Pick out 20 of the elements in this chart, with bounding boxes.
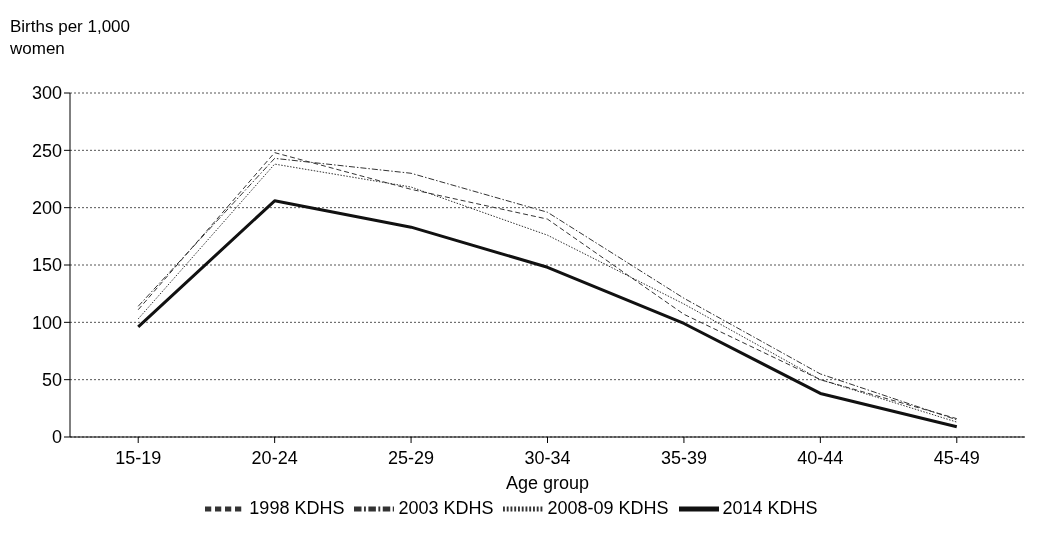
y-tick-label: 300 [31, 83, 62, 104]
y-tick-label: 200 [31, 198, 62, 219]
x-tick-label: 45-49 [933, 447, 980, 468]
legend-label: 1998 KDHS [249, 497, 345, 518]
y-tick-label: 50 [41, 370, 62, 391]
x-tick-label: 20-24 [251, 447, 298, 468]
x-tick-label: 40-44 [797, 447, 844, 468]
x-tick-label: 25-29 [388, 447, 435, 468]
y-tick-label: 150 [31, 255, 62, 276]
legend-label: 2003 KDHS [398, 497, 494, 518]
legend-label: 2014 KDHS [722, 497, 818, 518]
y-axis-title: Births per 1,000 women [10, 16, 131, 60]
y-tick-label: 0 [51, 427, 62, 448]
x-axis-title: Age group [505, 473, 590, 493]
y-tick-label: 250 [31, 140, 62, 161]
legend-label: 2008-09 KDHS [547, 497, 669, 518]
x-tick-label: 35-39 [660, 447, 707, 468]
x-tick-label: 30-34 [524, 447, 571, 468]
x-tick-label: 15-19 [115, 447, 162, 468]
y-tick-label: 100 [31, 312, 62, 333]
